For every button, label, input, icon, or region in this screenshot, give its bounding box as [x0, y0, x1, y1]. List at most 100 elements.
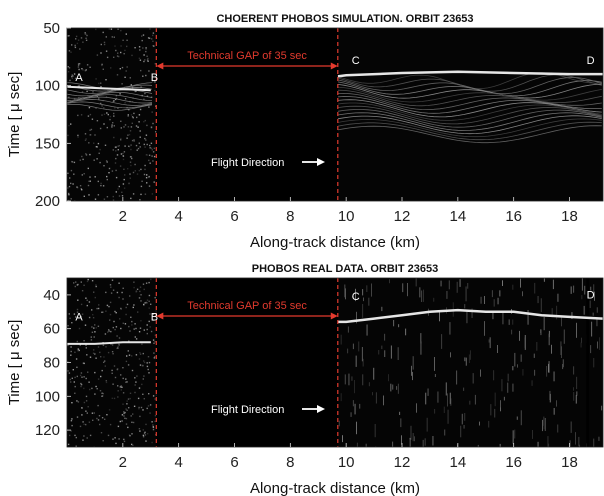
speckle — [86, 90, 88, 93]
streak — [581, 278, 583, 291]
speckle — [91, 280, 94, 282]
streak — [359, 403, 361, 409]
streak — [351, 376, 353, 381]
streak — [365, 443, 367, 447]
speckle — [126, 137, 128, 139]
speckle — [102, 440, 104, 442]
speckle — [145, 282, 148, 284]
speckle — [120, 308, 122, 310]
speckle — [120, 137, 122, 140]
speckle — [118, 343, 120, 346]
speckle — [146, 407, 148, 410]
speckle — [146, 182, 148, 184]
speckle — [143, 303, 145, 306]
speckle — [88, 106, 91, 109]
speckle — [133, 139, 135, 141]
speckle — [110, 286, 112, 288]
gap-arrow-head-right — [330, 62, 338, 70]
streak — [434, 409, 436, 414]
speckle — [103, 356, 105, 358]
speckle — [128, 434, 131, 436]
speckle — [130, 144, 132, 146]
streak — [517, 364, 518, 368]
speckle — [123, 53, 125, 55]
x-tick-label: 4 — [174, 208, 182, 225]
speckle — [113, 100, 115, 102]
speckle — [123, 438, 125, 441]
speckle — [148, 70, 150, 72]
speckle — [149, 313, 151, 315]
speckle — [89, 129, 91, 131]
streak — [383, 395, 384, 406]
speckle — [120, 120, 122, 122]
speckle — [124, 145, 126, 147]
streak — [556, 305, 558, 320]
speckle — [153, 155, 156, 158]
streak — [503, 396, 505, 401]
speckle — [70, 51, 72, 53]
speckle — [89, 134, 92, 136]
speckle — [146, 302, 148, 304]
speckle — [118, 55, 120, 58]
speckle — [103, 41, 106, 44]
streak — [381, 306, 383, 312]
speckle — [115, 150, 117, 152]
speckle — [143, 329, 145, 331]
streak — [356, 311, 357, 324]
streak — [573, 387, 574, 391]
speckle — [67, 134, 69, 137]
speckle — [124, 417, 126, 419]
streak — [354, 380, 355, 394]
speckle — [147, 57, 149, 60]
speckle — [117, 52, 119, 54]
speckle — [88, 381, 90, 383]
clutter-line — [67, 91, 153, 99]
streak — [578, 444, 580, 447]
speckle — [149, 412, 151, 414]
streak — [542, 419, 543, 432]
streak — [420, 341, 422, 355]
speckle — [75, 358, 78, 360]
surface-echo-right — [337, 308, 603, 324]
speckle — [80, 37, 83, 39]
speckle — [92, 317, 95, 319]
speckle — [105, 380, 107, 382]
speckle — [122, 367, 124, 369]
streak — [589, 300, 591, 308]
streak — [548, 443, 550, 447]
y-tick-label: 80 — [43, 355, 60, 372]
speckle — [127, 350, 129, 352]
speckle — [132, 193, 135, 195]
streak — [520, 278, 521, 288]
streak — [493, 299, 495, 307]
streak — [537, 441, 539, 447]
streak — [469, 400, 471, 405]
streak — [464, 413, 466, 421]
speckle — [107, 351, 110, 354]
speckle — [133, 281, 135, 283]
speckle — [142, 352, 144, 355]
speckle — [80, 188, 82, 190]
speckle — [115, 442, 117, 445]
speckle — [115, 312, 117, 314]
speckle — [154, 297, 156, 299]
speckle — [146, 328, 148, 331]
speckle — [100, 43, 102, 46]
streak — [392, 384, 394, 390]
speckle — [137, 397, 140, 400]
speckle — [115, 49, 117, 52]
speckle — [98, 415, 101, 417]
speckle — [108, 167, 111, 170]
streak — [502, 313, 504, 325]
speckle — [76, 375, 78, 378]
speckle — [76, 308, 79, 311]
speckle — [111, 372, 113, 374]
speckle — [77, 114, 79, 117]
streak — [389, 279, 390, 284]
speckle — [131, 443, 133, 446]
streak — [537, 296, 539, 304]
speckle — [80, 114, 83, 116]
speckle — [112, 195, 114, 198]
speckle — [83, 195, 85, 197]
speckle — [88, 142, 90, 144]
